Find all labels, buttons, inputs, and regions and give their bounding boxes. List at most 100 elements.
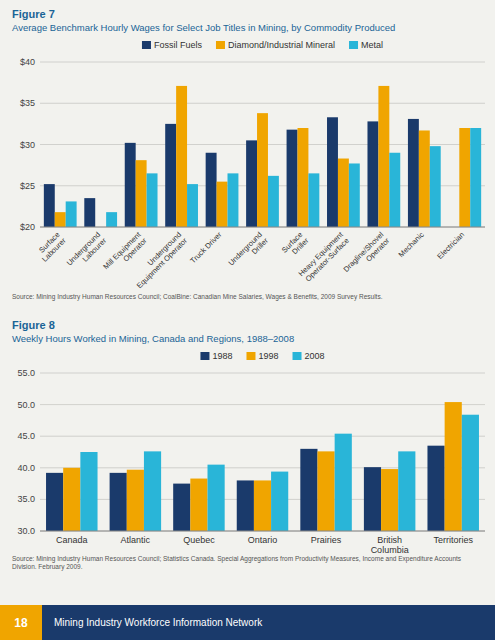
bar (381, 469, 398, 531)
grid-line (40, 467, 485, 468)
x-axis-line (40, 227, 485, 228)
bar (44, 184, 55, 227)
x-tick-label: Prairies (311, 535, 342, 545)
footer: 18Mining Industry Workforce Information … (0, 605, 495, 640)
chart-title: Figure 7 (12, 8, 55, 20)
text-line: Operator (364, 236, 392, 264)
bar (327, 117, 338, 227)
footer-text: Mining Industry Workforce Information Ne… (54, 617, 263, 628)
legend-swatch (216, 41, 225, 49)
bar (459, 128, 470, 227)
bar (398, 451, 415, 531)
bar (470, 128, 481, 227)
y-tick-label: $20 (20, 222, 35, 232)
bar (300, 449, 317, 531)
x-tick-label: UndergroundEquipment Operator (129, 230, 189, 290)
bar (80, 452, 97, 531)
source-note: Source: Mining Industry Human Resources … (12, 293, 383, 301)
bar (349, 163, 360, 227)
chart-subtitle: Average Benchmark Hourly Wages for Selec… (12, 22, 395, 33)
bar (125, 143, 136, 227)
y-tick-label: 50.0 (17, 400, 35, 410)
grid-line (40, 227, 485, 228)
bar (297, 128, 308, 227)
chart: Figure 8Weekly Hours Worked in Mining, C… (12, 319, 485, 571)
bar (55, 212, 66, 227)
text-line: Quebec (183, 535, 215, 545)
bar (317, 451, 334, 531)
legend-swatch (200, 352, 209, 360)
y-tick-label: $25 (20, 181, 35, 191)
bar (462, 415, 479, 531)
y-tick-label: $30 (20, 140, 35, 150)
x-tick-label: Ontario (248, 535, 278, 545)
bar (127, 470, 144, 531)
x-tick-label: Mill EquipmentOperator (101, 229, 149, 277)
y-axis: 30.035.040.045.050.055.0 (17, 368, 485, 536)
bar (237, 480, 254, 531)
x-tick-label: SurfaceDriller (280, 230, 311, 261)
bar (271, 472, 288, 531)
bar (206, 153, 217, 227)
text-line: Territories (433, 535, 473, 545)
legend: 198819982008 (200, 351, 324, 361)
x-tick-label: Canada (56, 535, 88, 545)
bars (46, 402, 479, 531)
y-tick-label: 40.0 (17, 463, 35, 473)
bars (44, 86, 481, 227)
text-line: Mechanic (397, 230, 426, 259)
bar (378, 86, 389, 227)
x-tick-label: Truck Driver (188, 230, 223, 265)
bar (63, 468, 80, 531)
bar (66, 201, 77, 227)
text-line: Division. February 2009. (12, 563, 83, 571)
grid-line (40, 404, 485, 405)
source-note: Source: Mining Industry Human Resources … (12, 555, 462, 571)
y-tick-label: 45.0 (17, 431, 35, 441)
grid-line (40, 62, 485, 63)
grid-line (40, 436, 485, 437)
x-tick-label: UndergroundDriller (227, 230, 271, 274)
legend-label: Fossil Fuels (154, 40, 203, 50)
bar (427, 446, 444, 531)
bar (335, 434, 352, 531)
text-line: Electrician (435, 230, 466, 261)
text-line: Operator (121, 236, 149, 264)
legend-swatch (293, 352, 302, 360)
text-line: Weekly Hours Worked in Mining, Canada an… (12, 333, 294, 344)
x-axis: SurfaceLabourerUndergroundLabourerMill E… (34, 229, 466, 290)
x-tick-label: Quebec (183, 535, 215, 545)
page: Figure 7 Average Benchmark Hourly Wages f… (0, 0, 495, 640)
x-tick-label: Mechanic (397, 230, 426, 259)
legend-swatch (349, 41, 358, 49)
text-line: Equipment Operator (135, 236, 189, 290)
bar (254, 480, 271, 531)
text-line: Source: Mining Industry Human Resources … (12, 293, 383, 301)
bar (136, 160, 147, 227)
text-line: Columbia (371, 545, 409, 555)
legend-label: 1998 (258, 351, 278, 361)
legend-label: 1988 (212, 351, 232, 361)
text-line: Ontario (248, 535, 278, 545)
y-tick-label: $40 (20, 57, 35, 67)
text-line: Truck Driver (188, 230, 223, 265)
legend-label: Metal (361, 40, 383, 50)
bar (217, 182, 228, 227)
text-line: Labourer (40, 236, 68, 264)
bar (246, 140, 257, 227)
x-tick-label: Territories (433, 535, 473, 545)
bar (287, 130, 298, 227)
bar (364, 467, 381, 531)
bar (268, 176, 279, 227)
bar (389, 153, 400, 227)
text-line: Prairies (311, 535, 342, 545)
bar (367, 121, 378, 227)
grid-line (40, 103, 485, 104)
legend-label: Diamond/Industrial Mineral (228, 40, 335, 50)
y-tick-label: 55.0 (17, 368, 35, 378)
footer-bar (0, 605, 495, 640)
background (0, 0, 495, 640)
x-tick-label: UndergroundLabourer (65, 230, 109, 274)
footer-box (0, 605, 42, 640)
bar (257, 113, 268, 227)
